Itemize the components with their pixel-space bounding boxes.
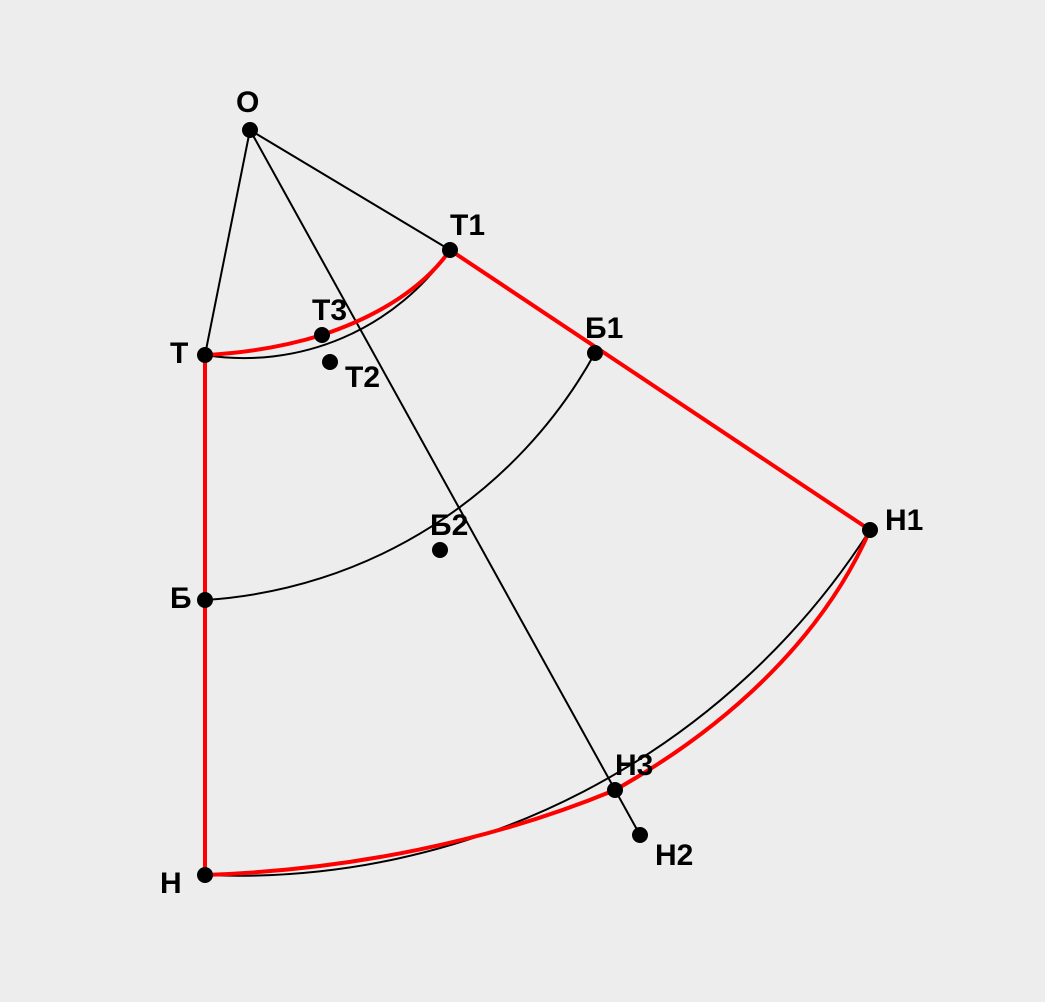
diagram-background	[0, 0, 1045, 1002]
label-T: Т	[170, 337, 188, 370]
point-T1	[442, 242, 458, 258]
label-N3: Н3	[615, 749, 653, 782]
point-N2	[632, 827, 648, 843]
label-T2: Т2	[345, 361, 380, 394]
label-N1: Н1	[885, 504, 923, 537]
label-T3: Т3	[312, 294, 347, 327]
point-T2	[322, 354, 338, 370]
point-N	[197, 867, 213, 883]
label-B2: Б2	[430, 509, 468, 542]
point-T3	[314, 327, 330, 343]
point-N3	[607, 782, 623, 798]
label-T1: Т1	[450, 209, 485, 242]
geometric-diagram: О Т Т1 Т2 Т3 Б Б1 Б2 Н Н1 Н2 Н3	[0, 0, 1045, 1002]
point-B1	[587, 345, 603, 361]
label-B1: Б1	[585, 312, 623, 345]
label-O: О	[236, 86, 259, 119]
point-B2	[432, 542, 448, 558]
point-N1	[862, 522, 878, 538]
point-B	[197, 592, 213, 608]
label-N2: Н2	[655, 839, 693, 872]
label-B: Б	[170, 582, 192, 615]
label-N: Н	[160, 867, 182, 900]
point-T	[197, 347, 213, 363]
point-O	[242, 122, 258, 138]
